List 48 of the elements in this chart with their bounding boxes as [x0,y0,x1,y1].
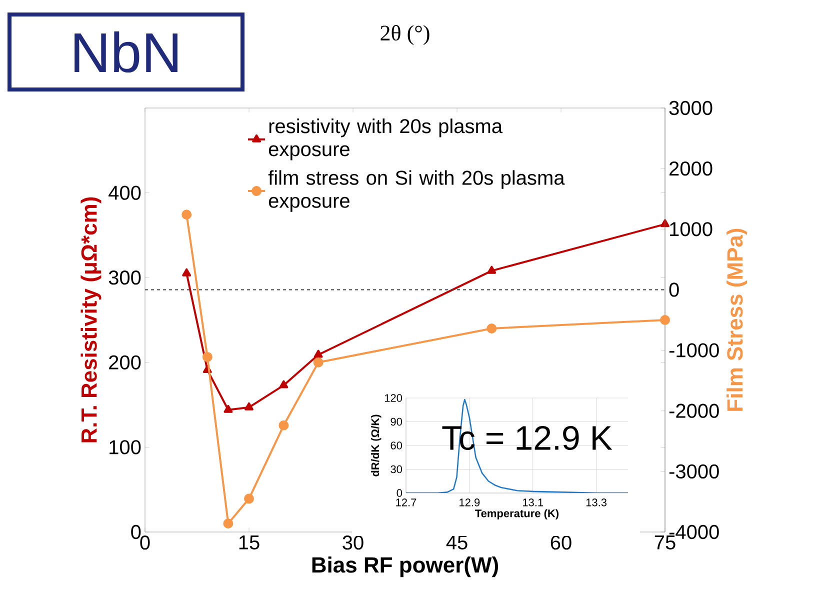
y-tick-label: 60 [390,442,402,450]
x-tick-label: 12.9 [460,498,480,506]
y-axis-title: dR/dK (Ω/K) [371,414,382,476]
point [202,352,212,362]
x-tick-label: 12.7 [396,498,416,506]
x-tick-label: 45 [446,536,468,550]
y-tick-label: 0 [396,489,402,497]
y-tick-label: 30 [390,465,402,474]
y2-tick-label: 1000 [670,222,712,236]
y-tick-label: 400 [108,186,141,200]
y2-tick-label: 3000 [669,100,712,116]
y-tick-label: 300 [108,270,141,285]
y2-tick-label: -1000 [669,343,719,358]
x-tick-label: 0 [140,536,150,550]
y-tick-label: 200 [109,355,141,370]
y-axis-title: R.T. Resistivity (μΩ*cm) [80,197,102,442]
y2-axis-title: Film Stress (MPa) [726,228,748,411]
point [314,350,323,358]
point [313,357,324,368]
y-tick-label: 90 [390,418,402,426]
y2-tick-label: -3000 [669,464,719,478]
point [224,404,233,413]
legend-label: film stress on Si with 20s plasma exposure [268,170,565,212]
x-axis-title: Temperature (K) [475,509,559,520]
x-axis-title: Bias RF power(W) [312,556,498,578]
point [244,402,254,410]
point [660,315,670,325]
y-tick-label: 100 [110,440,141,454]
point [182,268,192,276]
point [244,494,254,504]
point [487,266,496,274]
x-tick-label: 13.3 [586,498,607,506]
text: NbN [74,31,178,73]
point [486,323,497,334]
x-tick-label: 15 [239,536,260,550]
x-tick-label: 60 [550,536,572,550]
point [223,518,234,529]
x-tick-label: 30 [342,536,364,550]
y2-tick-label: 0 [669,282,679,297]
point [182,210,192,220]
point [279,380,288,388]
y2-tick-label: 2000 [670,161,712,176]
point [278,420,289,430]
y-tick-label: 120 [384,394,402,402]
x-tick-label: 13.1 [522,498,544,506]
y2-tick-label: -2000 [669,404,719,418]
y-tick-label: 0 [131,524,141,540]
text: 2θ (°) [380,24,430,46]
